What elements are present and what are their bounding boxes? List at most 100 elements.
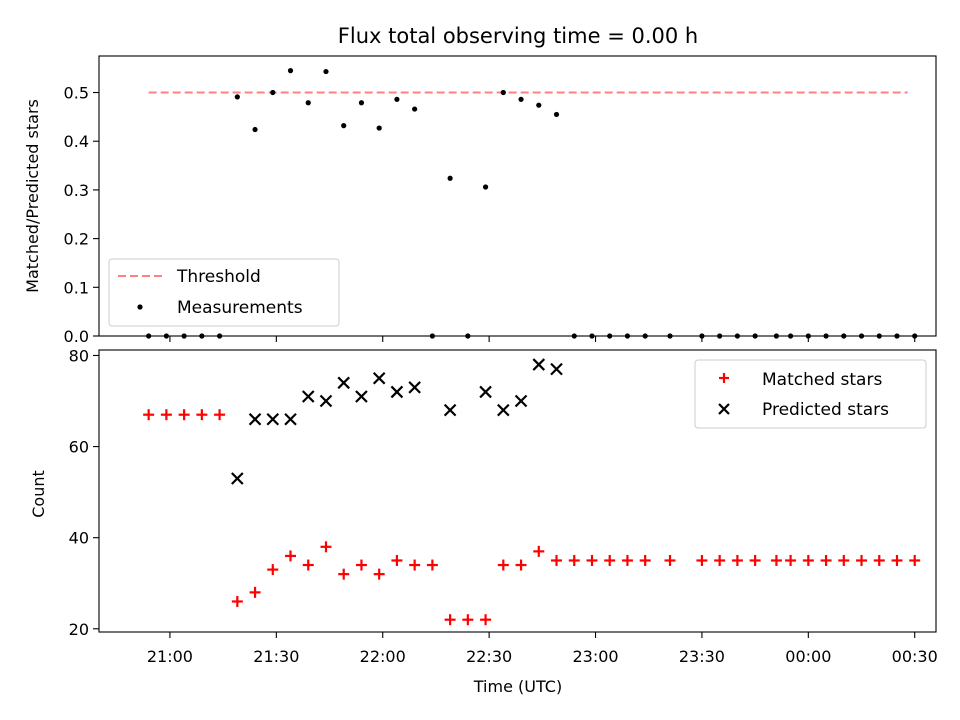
- predicted-star-point: [408, 381, 421, 394]
- predicted-star-point: [479, 385, 492, 399]
- legend-measurements-swatch: [137, 304, 143, 310]
- measurement-point: [323, 68, 329, 75]
- matched-star-point: [604, 554, 616, 566]
- matched-star-point: [586, 554, 598, 566]
- x-tick-label: 22:00: [360, 647, 406, 666]
- matched-star-point: [714, 554, 726, 566]
- matched-star-point: [391, 554, 403, 566]
- legend-threshold-label: Threshold: [176, 267, 261, 287]
- legend-predicted-swatch: [718, 403, 730, 415]
- predicted-star-point: [532, 358, 546, 371]
- matched-star-point: [196, 409, 208, 421]
- ratio-y-tick-label: 0.3: [64, 181, 89, 200]
- measurement-point: [482, 184, 489, 190]
- predicted-star-point: [319, 394, 333, 408]
- measurement-point: [270, 89, 276, 96]
- measurement-point: [341, 123, 347, 129]
- ratio-y-tick-label: 0.1: [64, 278, 89, 297]
- count-y-axis-label: Count: [29, 470, 48, 518]
- legend-matched-label: Matched stars: [762, 370, 882, 390]
- count-y-tick-label: 40: [69, 529, 89, 548]
- matched-star-point: [178, 409, 190, 421]
- measurement-point: [305, 100, 311, 106]
- x-tick-label: 22:30: [466, 647, 512, 666]
- ratio-axes-frame: [98, 55, 937, 337]
- measurement-point: [287, 68, 294, 74]
- x-tick-label: 23:30: [679, 647, 725, 666]
- matched-star-point: [802, 554, 814, 566]
- matched-star-point: [320, 541, 332, 553]
- predicted-star-point: [284, 412, 297, 426]
- measurement-point: [500, 89, 506, 96]
- measurement-point: [412, 106, 418, 112]
- count-panel: 20 40 60 80 21:00 21:30 22:00 22:30 23:00 23:30 0…: [29, 346, 938, 696]
- count-y-tick-label: 60: [69, 438, 89, 457]
- ratio-y-tick-label: 0.2: [64, 230, 89, 249]
- matched-star-point: [338, 568, 350, 580]
- x-tick-label: 21:00: [147, 647, 193, 666]
- matched-star-point: [462, 614, 474, 626]
- matched-star-point: [515, 559, 527, 571]
- measurement-point: [358, 100, 365, 106]
- matched-star-point: [820, 554, 832, 566]
- matched-star-point: [731, 554, 743, 566]
- measurement-point: [518, 96, 524, 102]
- predicted-star-point: [390, 385, 404, 399]
- x-tick-label: 23:00: [572, 647, 618, 666]
- legend-matched-swatch: [719, 373, 729, 383]
- ratio-legend: Threshold Measurements: [108, 258, 340, 327]
- predicted-star-point: [514, 394, 528, 408]
- matched-star-point: [749, 554, 761, 566]
- matched-star-point: [838, 554, 850, 566]
- matched-star-point: [664, 554, 676, 566]
- ratio-legend-box: [108, 258, 340, 327]
- predicted-star-point: [301, 390, 315, 403]
- ratio-y-tick-label: 0.0: [64, 327, 89, 346]
- matched-star-point: [873, 554, 885, 566]
- matched-star-point: [214, 409, 226, 421]
- measurement-point: [394, 96, 400, 102]
- legend-measurements-label: Measurements: [177, 298, 303, 318]
- matched-star-point: [639, 554, 651, 566]
- matched-star-point: [551, 554, 563, 566]
- matched-star-point: [533, 545, 545, 557]
- count-y-tick-label: 80: [69, 346, 89, 365]
- matched-star-point: [785, 554, 797, 566]
- matched-star-point: [267, 564, 279, 576]
- matched-star-point: [249, 586, 261, 598]
- predicted-star-point: [497, 403, 510, 417]
- ratio-y-tick-label: 0.5: [64, 84, 89, 103]
- matched-star-point: [285, 550, 297, 562]
- x-tick-label: 00:30: [892, 647, 938, 666]
- matched-star-point: [621, 554, 633, 566]
- x-tick-label: 21:30: [253, 647, 299, 666]
- measurement-point: [447, 175, 453, 181]
- measurement-point: [536, 102, 542, 108]
- predicted-star-point: [337, 376, 350, 390]
- matched-star-point: [426, 559, 438, 571]
- count-legend: Matched stars Predicted stars: [694, 359, 927, 429]
- predicted-star-point: [231, 472, 244, 485]
- matched-star-point: [497, 559, 509, 571]
- ratio-y-axis-label: Matched/Predicted stars: [23, 99, 42, 293]
- matched-star-point: [444, 614, 456, 626]
- matched-star-point: [231, 595, 243, 607]
- matched-star-point: [568, 554, 580, 566]
- predicted-star-point: [266, 412, 280, 426]
- predicted-star-point: [550, 362, 563, 376]
- matched-star-point: [373, 568, 385, 580]
- ratio-panel: 0.0 0.1 0.2 0.3 0.4 0.5 Matched/Predicted sta…: [23, 55, 937, 346]
- predicted-star-point: [443, 403, 457, 417]
- x-axis-label: Time (UTC): [473, 677, 562, 696]
- matched-star-point: [409, 559, 421, 571]
- legend-predicted-label: Predicted stars: [762, 400, 889, 420]
- matched-star-point: [160, 409, 172, 421]
- matched-star-point: [143, 409, 155, 421]
- ratio-y-tick-label: 0.4: [64, 132, 89, 151]
- matched-star-point: [480, 614, 492, 626]
- matched-star-point: [302, 559, 314, 571]
- predicted-star-point: [355, 390, 368, 403]
- chart-title: Flux total observing time = 0.00 h: [338, 24, 698, 48]
- matched-star-point: [856, 554, 868, 566]
